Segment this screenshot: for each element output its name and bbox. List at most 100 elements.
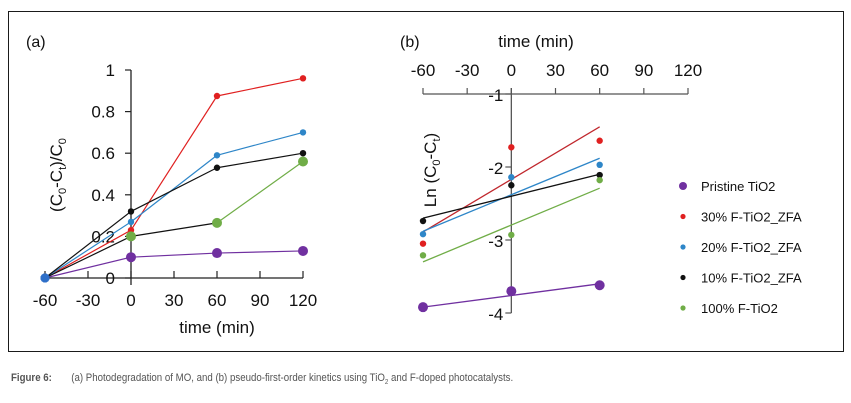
ylabel-part: )/C	[47, 144, 66, 167]
data-point-30-f-tio2-zfa	[596, 137, 603, 144]
line-segment-10-f-tio2-zfa	[130, 167, 218, 212]
line-segment-20-f-tio2-zfa	[130, 154, 218, 223]
panel-a-label: (a)	[26, 34, 46, 51]
line-segment-30-f-tio2-zfa	[130, 95, 218, 231]
x-tick-label: 30	[165, 291, 184, 310]
legend-label-30-f-tio2-zfa: 30% F-TiO2_ZFA	[701, 210, 802, 225]
data-point-10-f-tio2-zfa	[508, 182, 515, 189]
y-tick-label: 0.4	[91, 186, 115, 205]
data-point-20-f-tio2-zfa	[299, 129, 307, 136]
line-segment-10-f-tio2-zfa	[44, 210, 132, 279]
line-segment-100-f-tio2	[216, 161, 304, 224]
ylabel-part: t	[431, 138, 443, 141]
ylabel-part: Ln (C	[421, 166, 440, 208]
data-point-10-f-tio2-zfa	[299, 150, 307, 157]
legend-label-20-f-tio2-zfa: 20% F-TiO2_ZFA	[701, 240, 802, 255]
caption-subscript: 2	[384, 379, 389, 387]
data-point-20-f-tio2-zfa	[419, 230, 427, 238]
panel-b-points	[418, 137, 605, 313]
data-point-pristine-tio2	[594, 280, 605, 291]
fit-line-100-f-tio2	[422, 187, 600, 263]
data-point-30-f-tio2-zfa	[299, 75, 307, 82]
data-point-100-f-tio2	[596, 176, 603, 184]
line-segment-30-f-tio2-zfa	[216, 77, 304, 97]
data-point-pristine-tio2	[212, 248, 222, 259]
data-point-30-f-tio2-zfa	[419, 240, 427, 247]
ylabel-part: 0	[431, 159, 443, 165]
panel-a-axes: -60 -30 0 30 60 90 120 0 0.2 0.4 0.6 0.8 1	[33, 61, 317, 310]
data-point-10-f-tio2-zfa	[213, 164, 221, 171]
legend-marker-100-f-tio2	[680, 305, 686, 311]
line-segment-30-f-tio2-zfa	[44, 229, 132, 279]
y-tick-label: 0.2	[91, 227, 115, 246]
fit-line-10-f-tio2-zfa	[422, 173, 600, 219]
ylabel-part: (C	[47, 194, 66, 212]
panel-a-ylabel: (C0-Ct)/C0	[47, 138, 69, 212]
data-point-100-f-tio2	[508, 231, 515, 239]
x-tick-label: 0	[507, 61, 516, 80]
data-point-30-f-tio2-zfa	[508, 144, 515, 151]
x-tick-label: -30	[76, 291, 101, 310]
legend-marker-20-f-tio2-zfa	[680, 244, 686, 250]
data-point-20-f-tio2-zfa	[213, 152, 221, 159]
legend-marker-pristine-tio2	[679, 182, 687, 190]
x-tick-label: 120	[674, 61, 702, 80]
x-tick-label: 90	[634, 61, 653, 80]
y-tick-label: -1	[488, 86, 503, 105]
x-tick-label: 30	[546, 61, 565, 80]
ylabel-part: 0	[57, 188, 69, 194]
line-segment-20-f-tio2-zfa	[216, 131, 304, 156]
data-point-100-f-tio2	[126, 231, 136, 242]
ylabel-part: -C	[47, 170, 66, 188]
line-segment-10-f-tio2-zfa	[216, 152, 304, 169]
caption-text: (a) Photodegradation of MO, and (b) pseu…	[71, 372, 385, 384]
panel-b-axes: -60 -30 0 30 60 90 120 -1 -2 -3 -4	[411, 61, 702, 324]
panel-b-xlabel: time (min)	[498, 32, 574, 51]
data-point-20-f-tio2-zfa	[596, 161, 603, 169]
x-tick-label: -60	[33, 291, 58, 310]
legend-marker-30-f-tio2-zfa	[680, 213, 686, 220]
line-segment-pristine-tio2	[216, 250, 304, 254]
x-tick-label: 0	[126, 291, 135, 310]
data-point-10-f-tio2-zfa	[419, 217, 427, 225]
data-point-10-f-tio2-zfa	[596, 171, 603, 179]
x-tick-label: -60	[411, 61, 436, 80]
y-tick-label: -4	[488, 305, 503, 324]
y-tick-label: -2	[488, 159, 503, 178]
data-point-20-f-tio2-zfa	[508, 174, 515, 181]
line-segment-100-f-tio2	[44, 235, 132, 279]
x-tick-label: 60	[590, 61, 609, 80]
panel-a-lines	[44, 77, 304, 279]
figure-caption: Figure 6: (a) Photodegradation of MO, and…	[11, 372, 513, 386]
x-tick-label: 120	[289, 291, 317, 310]
legend-label-100-f-tio2: 100% F-TiO2	[701, 301, 778, 316]
data-point-100-f-tio2	[40, 273, 50, 283]
y-tick-label: 0.8	[91, 103, 115, 122]
x-tick-label: -30	[455, 61, 480, 80]
panel-b-ylabel: Ln (C0-Ct)	[421, 133, 443, 207]
legend-label-pristine-tio2: Pristine TiO2	[701, 179, 775, 194]
data-point-10-f-tio2-zfa	[127, 208, 135, 215]
data-point-pristine-tio2	[126, 252, 136, 263]
y-tick-label: 1	[106, 61, 115, 80]
data-point-pristine-tio2	[418, 302, 428, 313]
ylabel-part: )	[421, 133, 440, 139]
ylabel-part: -C	[421, 142, 440, 160]
data-point-pristine-tio2	[506, 286, 517, 297]
panel-b: (b) time (min) -60 -30 0 30 60 90 120-1-2-3-4 …	[400, 32, 802, 324]
y-tick-label: -3	[488, 232, 503, 251]
data-point-20-f-tio2-zfa	[127, 218, 135, 226]
panel-a-xlabel: time (min)	[179, 318, 255, 337]
line-segment-pristine-tio2	[130, 252, 218, 258]
legend: Pristine TiO2 30% F-TiO2_ZFA 20% F-TiO2_ZF…	[679, 179, 802, 316]
ylabel-part: t	[57, 167, 69, 170]
caption-label: Figure 6:	[11, 372, 52, 384]
y-tick-label: 0	[106, 269, 115, 288]
panel-a: (a) -60 -30 0 30 60 90 120 0 0.2 0.4 0.6 0.8 1 time …	[26, 34, 317, 337]
legend-marker-10-f-tio2-zfa	[680, 274, 686, 281]
ylabel-part: 0	[57, 138, 69, 144]
x-tick-label: 60	[208, 291, 227, 310]
line-segment-20-f-tio2-zfa	[44, 221, 132, 279]
data-point-30-f-tio2-zfa	[213, 92, 221, 100]
fit-line-20-f-tio2-zfa	[422, 157, 600, 232]
